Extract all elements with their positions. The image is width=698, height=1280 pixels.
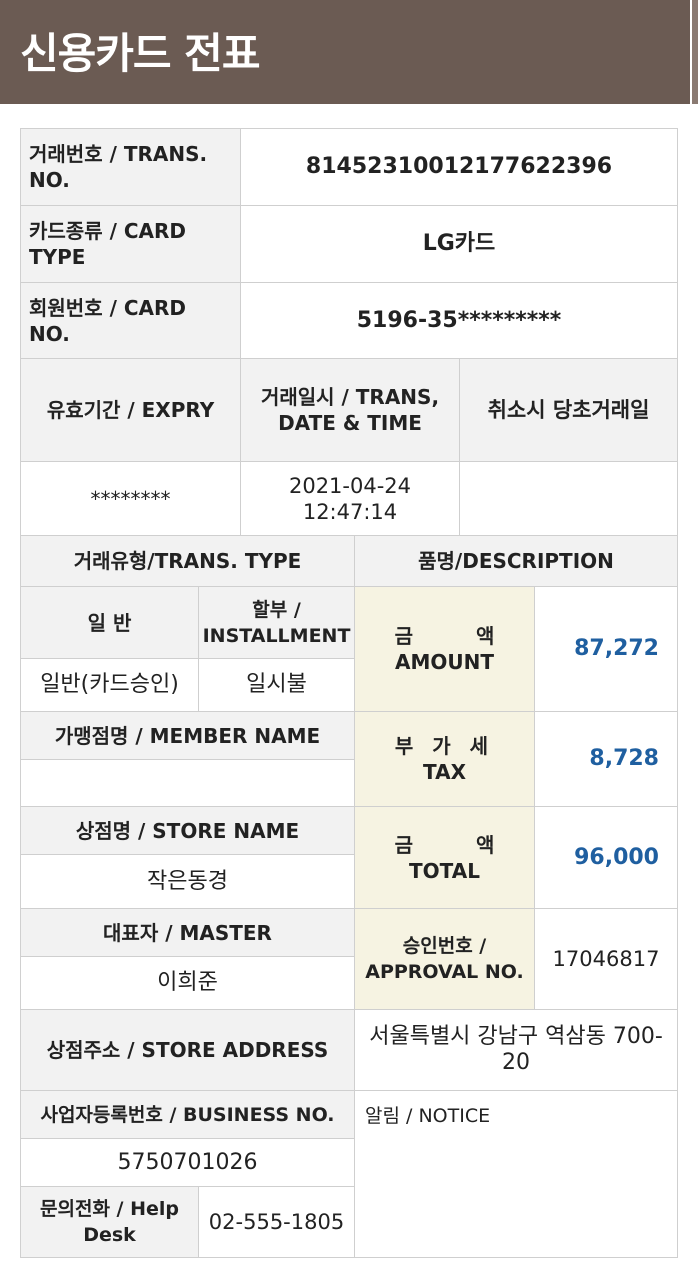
amount-label-en: AMOUNT [394, 650, 494, 674]
card-no-value: 5196-35********* [241, 283, 678, 359]
trans-date-value: 2021-04-24 12:47:14 [241, 462, 460, 536]
member-name-value [21, 760, 355, 807]
scrollbar[interactable] [692, 0, 698, 104]
master-value: 이희준 [21, 957, 355, 1010]
amount-label-ko: 금 액 [394, 624, 523, 648]
cancel-orig-value [460, 462, 678, 536]
approval-value: 17046817 [535, 909, 678, 1010]
receipt-table: 거래번호 / TRANS. NO. 81452310012177622396 카… [20, 128, 678, 1258]
general-label: 일 반 [21, 587, 199, 659]
expiry-label: 유효기간 / EXPRY [21, 359, 241, 462]
cancel-orig-label: 취소시 당초거래일 [460, 359, 678, 462]
store-name-label: 상점명 / STORE NAME [21, 807, 355, 855]
help-desk-label: 문의전화 / Help Desk [21, 1187, 199, 1258]
store-address-value: 서울특별시 강남구 역삼동 700-20 [355, 1010, 678, 1091]
trans-no-label: 거래번호 / TRANS. NO. [21, 129, 241, 206]
total-label-ko: 금 액 [394, 832, 523, 857]
page-title: 신용카드 전표 [20, 29, 260, 78]
card-no-label: 회원번호 / CARD NO. [21, 283, 241, 359]
business-no-label: 사업자등록번호 / BUSINESS NO. [21, 1091, 355, 1139]
tax-label-en: TAX [423, 760, 466, 784]
general-value: 일반(카드승인) [21, 659, 199, 712]
app-header: 신용카드 전표 [0, 0, 690, 104]
store-name-value: 작은동경 [21, 855, 355, 909]
amount-value: 87,272 [535, 587, 678, 712]
member-name-label: 가맹점명 / MEMBER NAME [21, 712, 355, 760]
expiry-value: ******** [21, 462, 241, 536]
amount-label: 금 액 AMOUNT [355, 587, 535, 712]
tax-label-ko: 부 가 세 [394, 734, 495, 758]
approval-label: 승인번호 / APPROVAL NO. [355, 909, 535, 1010]
total-label-en: TOTAL [409, 858, 480, 883]
master-label: 대표자 / MASTER [21, 909, 355, 957]
trans-no-value: 81452310012177622396 [241, 129, 678, 206]
notice: 알림 / NOTICE [355, 1091, 678, 1258]
total-label: 금 액 TOTAL [355, 807, 535, 909]
installment-label: 할부 / INSTALLMENT [199, 587, 355, 659]
description-label: 품명/DESCRIPTION [355, 536, 678, 587]
trans-date-label: 거래일시 / TRANS, DATE & TIME [241, 359, 460, 462]
tax-label: 부 가 세 TAX [355, 712, 535, 807]
card-type-label: 카드종류 / CARD TYPE [21, 206, 241, 283]
tax-value: 8,728 [535, 712, 678, 807]
help-desk-value[interactable]: 02-555-1805 [199, 1187, 355, 1258]
installment-value: 일시불 [199, 659, 355, 712]
business-no-value: 5750701026 [21, 1139, 355, 1187]
store-address-label: 상점주소 / STORE ADDRESS [21, 1010, 355, 1091]
trans-type-label: 거래유형/TRANS. TYPE [21, 536, 355, 587]
total-value: 96,000 [535, 807, 678, 909]
card-type-value: LG카드 [241, 206, 678, 283]
